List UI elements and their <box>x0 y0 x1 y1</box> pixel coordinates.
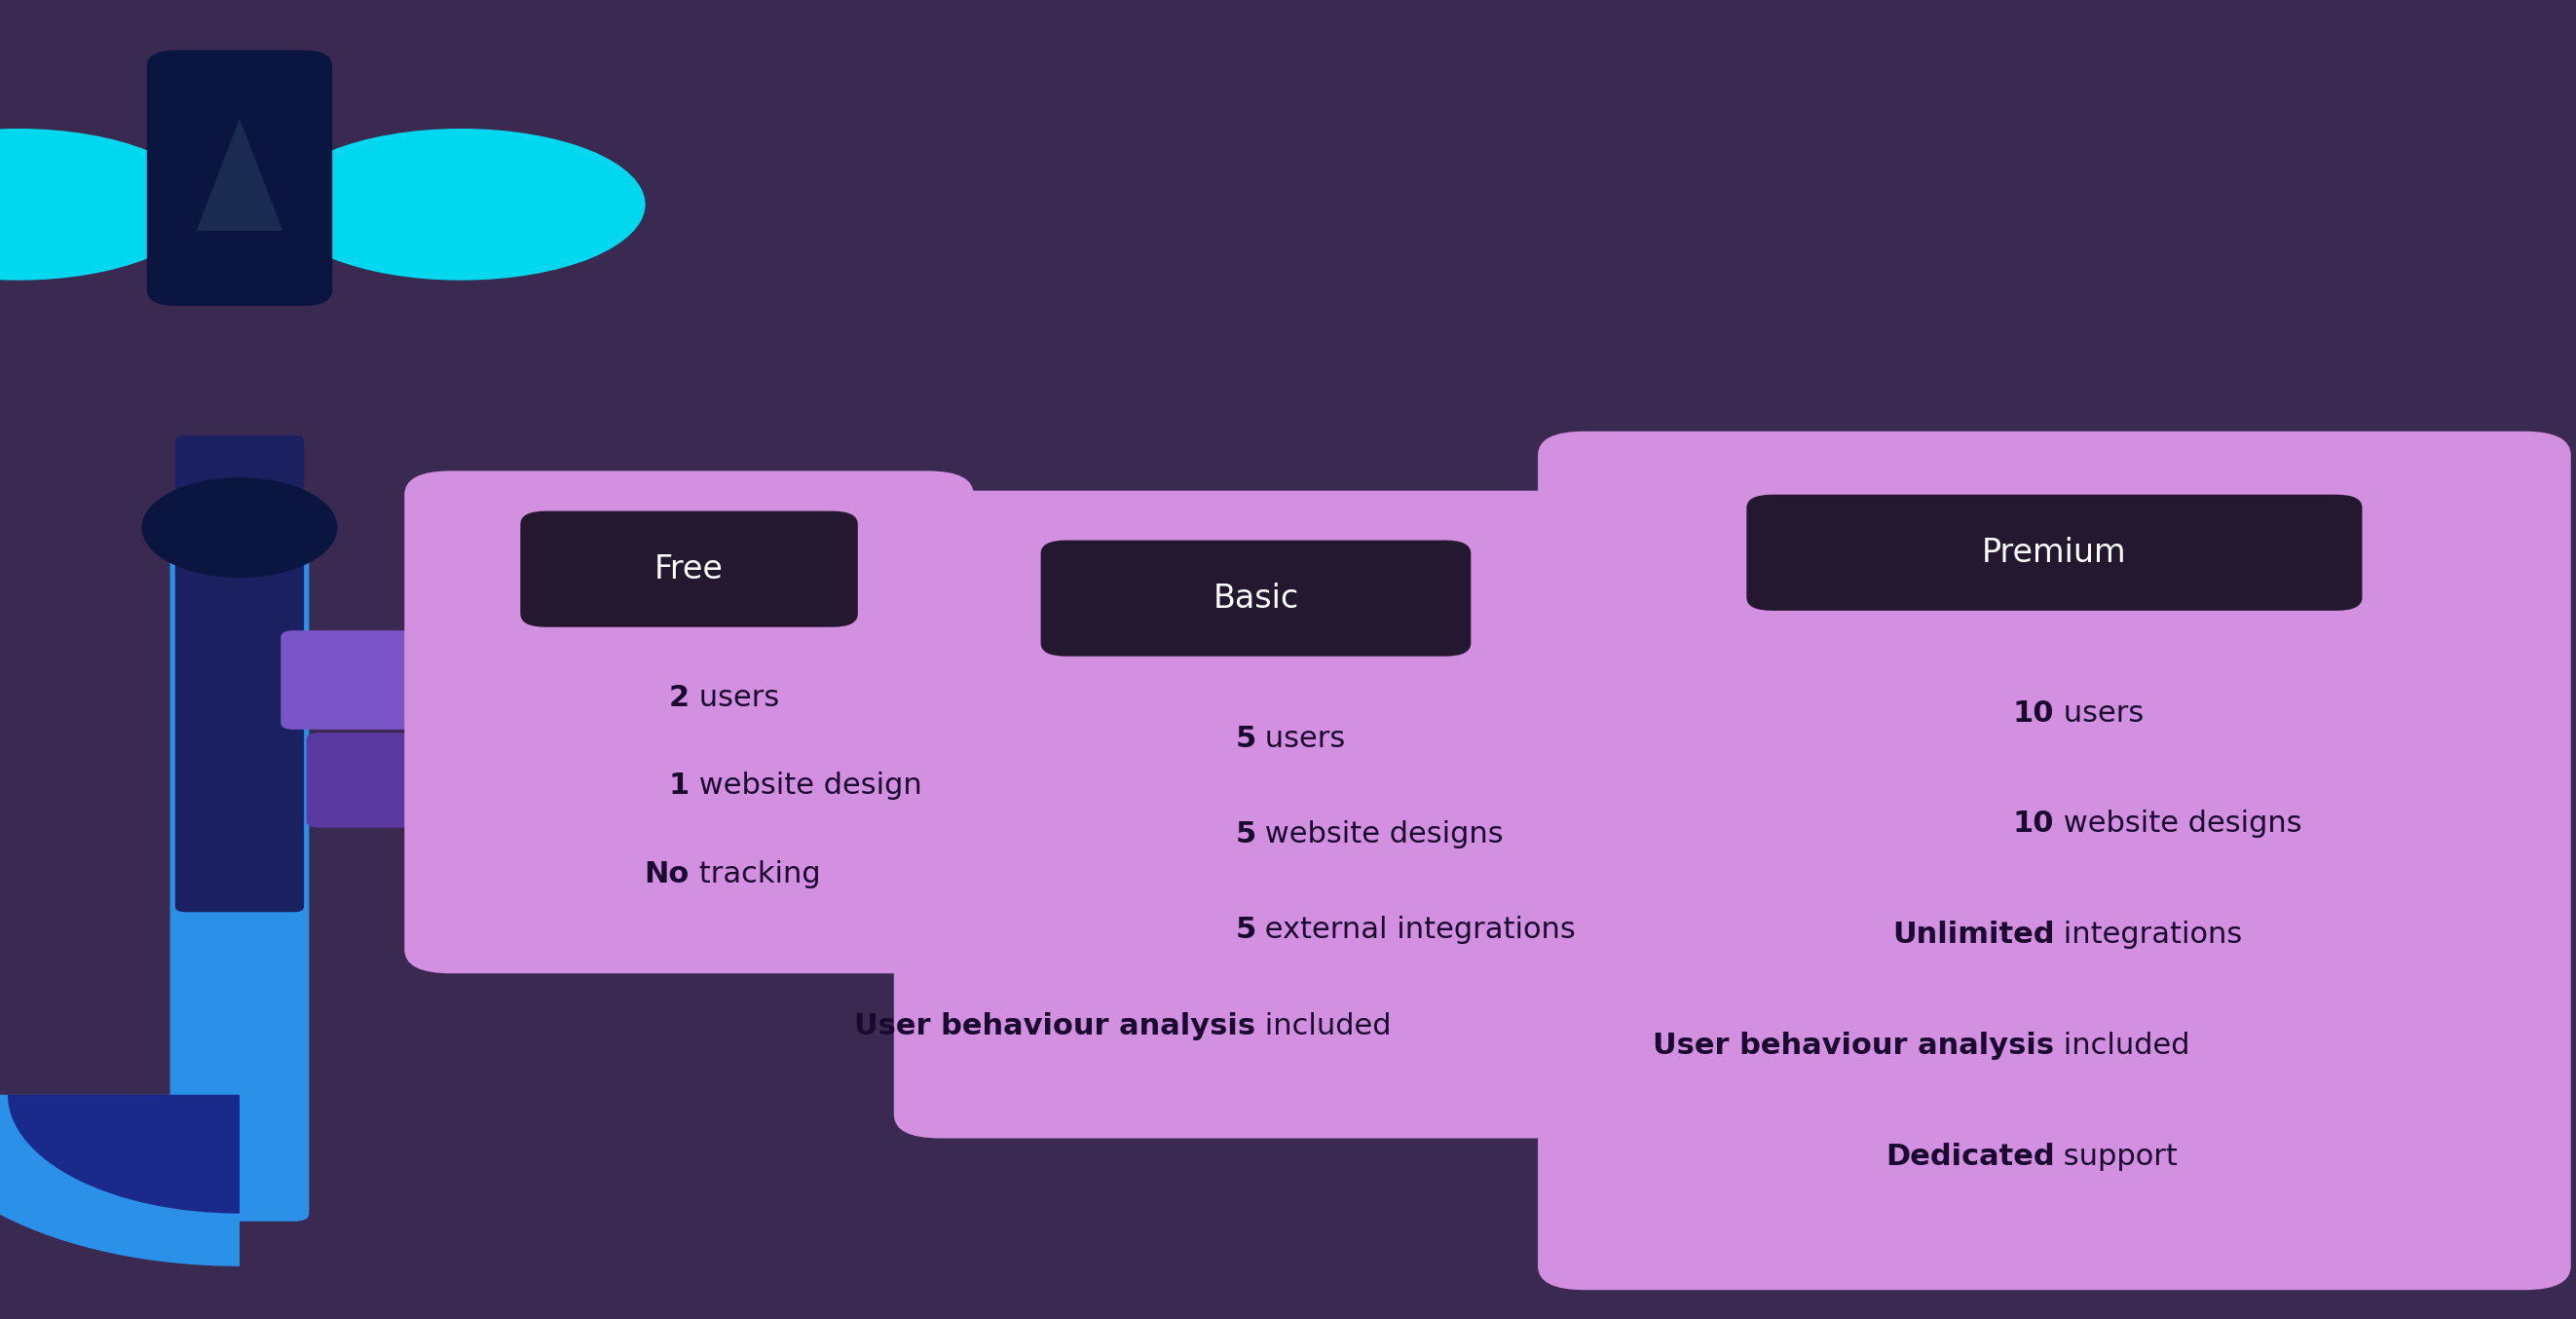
Text: included: included <box>1257 1012 1391 1041</box>
Text: Unlimited: Unlimited <box>1893 921 2056 948</box>
Text: 2: 2 <box>670 685 688 712</box>
FancyBboxPatch shape <box>894 491 1618 1138</box>
Text: users: users <box>2056 699 2143 727</box>
Text: Free: Free <box>654 553 724 586</box>
FancyBboxPatch shape <box>307 733 477 828</box>
FancyBboxPatch shape <box>1041 541 1471 657</box>
Text: 5: 5 <box>1234 917 1257 944</box>
Text: 5: 5 <box>1234 820 1257 848</box>
Text: Dedicated: Dedicated <box>1886 1142 2056 1171</box>
Polygon shape <box>196 119 283 231</box>
Polygon shape <box>523 588 685 766</box>
Text: tracking: tracking <box>688 860 819 888</box>
Circle shape <box>410 543 675 681</box>
Text: User behaviour analysis: User behaviour analysis <box>1654 1031 2056 1060</box>
FancyBboxPatch shape <box>404 471 974 973</box>
FancyBboxPatch shape <box>1747 495 2362 611</box>
Text: integrations: integrations <box>2056 921 2244 948</box>
Text: 10: 10 <box>2012 810 2056 838</box>
Circle shape <box>410 781 675 918</box>
Text: users: users <box>1257 724 1345 753</box>
Text: support: support <box>2056 1142 2177 1171</box>
Text: Basic: Basic <box>1213 582 1298 615</box>
Text: external integrations: external integrations <box>1257 917 1577 944</box>
FancyBboxPatch shape <box>520 510 858 627</box>
FancyBboxPatch shape <box>281 630 464 729</box>
Text: users: users <box>688 685 778 712</box>
Text: User behaviour analysis: User behaviour analysis <box>855 1012 1257 1041</box>
FancyBboxPatch shape <box>175 435 304 913</box>
Circle shape <box>142 477 337 578</box>
Text: Premium: Premium <box>1981 537 2128 568</box>
Polygon shape <box>459 588 626 766</box>
Ellipse shape <box>0 129 204 281</box>
Text: website designs: website designs <box>2056 810 2303 838</box>
Text: website designs: website designs <box>1257 820 1504 848</box>
Text: 1: 1 <box>667 772 688 801</box>
Text: 10: 10 <box>2012 699 2056 727</box>
Text: No: No <box>644 860 688 888</box>
Wedge shape <box>0 1095 240 1266</box>
Wedge shape <box>8 1095 240 1213</box>
FancyBboxPatch shape <box>147 50 332 306</box>
Ellipse shape <box>278 129 644 281</box>
FancyBboxPatch shape <box>1538 431 2571 1290</box>
Text: included: included <box>2056 1031 2190 1060</box>
Text: 5: 5 <box>1234 724 1257 753</box>
Text: website design: website design <box>688 772 922 801</box>
FancyBboxPatch shape <box>170 543 309 1221</box>
